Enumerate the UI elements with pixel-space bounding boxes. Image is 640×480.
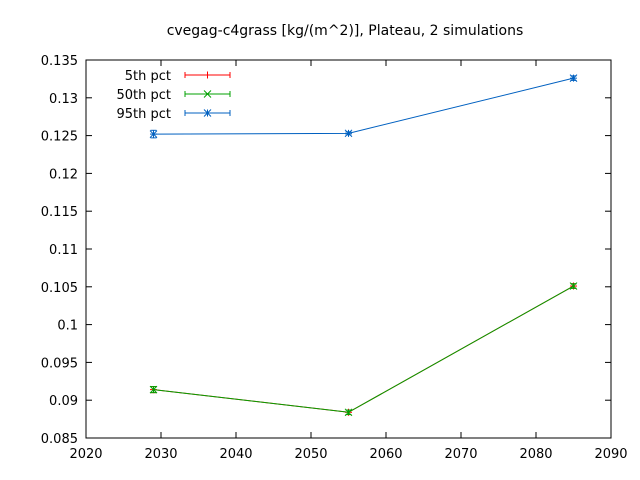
marker-stroke	[203, 109, 212, 117]
data-point	[569, 282, 578, 290]
legend-item: 95th pct	[116, 107, 231, 122]
data-point	[149, 385, 158, 394]
legend: 5th pct 50th pct 95th pct	[116, 69, 231, 122]
marker-stroke	[149, 385, 158, 394]
y-tick-label: 0.115	[41, 205, 78, 220]
marker-stroke	[344, 129, 353, 138]
y-tick-label: 0.095	[41, 356, 78, 371]
y-tick-label: 0.13	[49, 92, 78, 107]
legend-item: 50th pct	[116, 88, 231, 103]
y-tick-label: 0.105	[41, 281, 78, 296]
y-tick-label: 0.125	[41, 130, 78, 145]
legend-marker	[203, 90, 212, 98]
series-layer	[149, 74, 578, 417]
marker-stroke	[149, 130, 158, 138]
marker-stroke	[203, 90, 212, 98]
legend-item: 5th pct	[125, 69, 231, 84]
y-tick-label: 0.135	[41, 54, 78, 69]
series-line	[153, 285, 574, 413]
series-95th-pct	[149, 74, 578, 139]
y-tick-label: 0.1	[57, 319, 78, 334]
series-line	[153, 285, 574, 413]
y-tick-label: 0.11	[49, 243, 78, 258]
legend-label: 50th pct	[116, 88, 171, 103]
legend-marker	[203, 109, 212, 117]
axes: 2020 2030 2040 2050 2060 2070 2080 2090 0.085 0.0…	[41, 54, 628, 462]
series-50th-pct	[149, 282, 578, 417]
chart-title: cvegag-c4grass [kg/(m^2)], Plateau, 2 si…	[167, 23, 524, 39]
x-tick-label: 2070	[444, 447, 477, 462]
x-tick-label: 2040	[219, 447, 252, 462]
x-tick-label: 2060	[369, 447, 402, 462]
y-tick-label: 0.12	[49, 167, 78, 182]
series-line	[153, 77, 574, 135]
x-tick-label: 2030	[144, 447, 177, 462]
legend-label: 5th pct	[125, 69, 171, 84]
y-tick-label: 0.085	[41, 432, 78, 447]
marker-stroke	[569, 74, 578, 82]
x-tick-label: 2090	[594, 447, 627, 462]
legend-marker	[204, 71, 211, 79]
data-point	[344, 408, 353, 417]
data-point	[569, 74, 578, 82]
x-tick-label: 2050	[294, 447, 327, 462]
marker-stroke	[344, 408, 353, 417]
y-tick-label: 0.09	[49, 394, 78, 409]
x-tick-label: 2020	[69, 447, 102, 462]
marker-stroke	[569, 282, 578, 290]
data-point	[149, 130, 158, 138]
legend-label: 95th pct	[116, 107, 171, 122]
x-tick-label: 2080	[519, 447, 552, 462]
series-5th-pct	[150, 282, 577, 416]
data-point	[344, 129, 353, 138]
